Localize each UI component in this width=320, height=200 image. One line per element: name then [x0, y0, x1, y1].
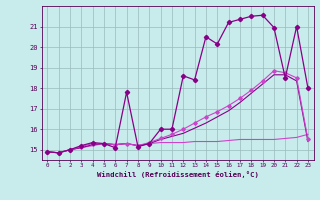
X-axis label: Windchill (Refroidissement éolien,°C): Windchill (Refroidissement éolien,°C) [97, 171, 259, 178]
